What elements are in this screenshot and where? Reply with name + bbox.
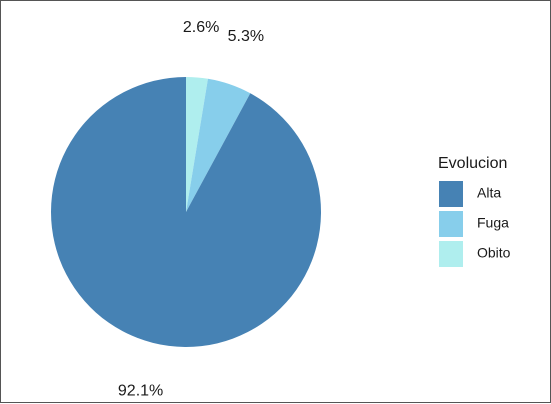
legend-label-fuga: Fuga: [477, 215, 509, 231]
slice-label-alta: 92.1%: [118, 383, 163, 400]
legend-label-alta: Alta: [477, 185, 501, 201]
legend-label-obito: Obito: [477, 245, 511, 261]
pie-slice-obito: [186, 77, 208, 212]
slice-label-fuga: 5.3%: [228, 28, 264, 45]
slice-labels: 2.6% 5.3% 92.1%: [118, 19, 264, 400]
slice-label-obito: 2.6%: [183, 19, 219, 36]
legend: Evolucion Alta Fuga Obito: [438, 155, 511, 267]
legend-title: Evolucion: [438, 155, 507, 172]
pie-slice-alta: [51, 77, 322, 347]
pie-slices: [51, 77, 322, 347]
legend-key-alta: [439, 181, 463, 207]
legend-key-obito: [439, 241, 463, 267]
legend-key-fuga: [439, 211, 463, 237]
pie-slice-fuga: [186, 78, 251, 212]
